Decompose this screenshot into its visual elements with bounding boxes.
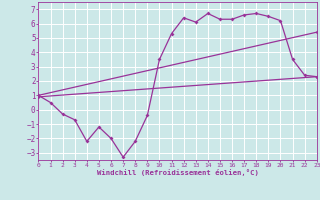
X-axis label: Windchill (Refroidissement éolien,°C): Windchill (Refroidissement éolien,°C)	[97, 169, 259, 176]
